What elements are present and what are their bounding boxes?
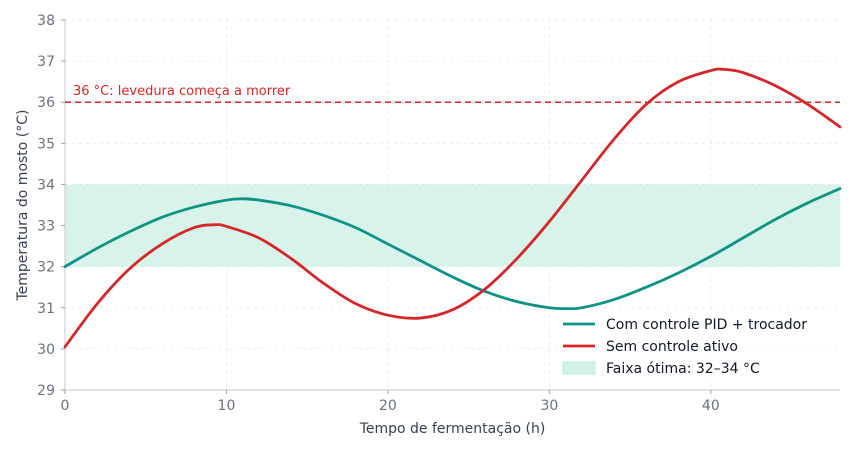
series-line-no-control: [63, 67, 842, 349]
y-tick-label: 32: [37, 260, 55, 276]
series-line-pid: [63, 187, 842, 311]
legend-background: [558, 310, 833, 384]
y-tick-label: 29: [37, 383, 55, 399]
x-tick-label: 40: [702, 398, 720, 414]
legend-swatch-band: [562, 361, 596, 375]
threshold-annotation: 36 °C: levedura começa a morrer: [73, 84, 291, 99]
x-tick-label: 30: [540, 398, 558, 414]
y-tick-label: 31: [37, 301, 55, 317]
y-tick-label: 30: [37, 342, 55, 358]
axes: 0 10 20 30 40 29 30 31 32 33 34 35 36 37 38: [37, 13, 840, 414]
y-axis-title: Temperatura do mosto (°C): [15, 109, 31, 301]
y-tick-label: 35: [37, 136, 55, 152]
legend-label-band: Faixa ótima: 32–34 °C: [606, 361, 760, 377]
optimal-band-layer: [65, 184, 840, 267]
legend-label-pid: Com controle PID + trocador: [606, 317, 807, 333]
y-tick-label: 36: [37, 95, 55, 111]
y-tick-label: 37: [37, 54, 55, 70]
x-axis-title: Tempo de fermentação (h): [359, 421, 546, 437]
series-layer: [63, 67, 842, 349]
x-tick-label: 10: [218, 398, 236, 414]
y-tick-label: 34: [37, 177, 55, 193]
x-tick-label: 20: [379, 398, 397, 414]
legend: Com controle PID + trocador Sem controle…: [558, 310, 833, 384]
optimal-band: [65, 184, 840, 267]
x-tick-label: 0: [61, 398, 70, 414]
legend-label-no-control: Sem controle ativo: [606, 339, 738, 355]
y-tick-label: 33: [37, 219, 55, 235]
y-tick-label: 38: [37, 13, 55, 29]
